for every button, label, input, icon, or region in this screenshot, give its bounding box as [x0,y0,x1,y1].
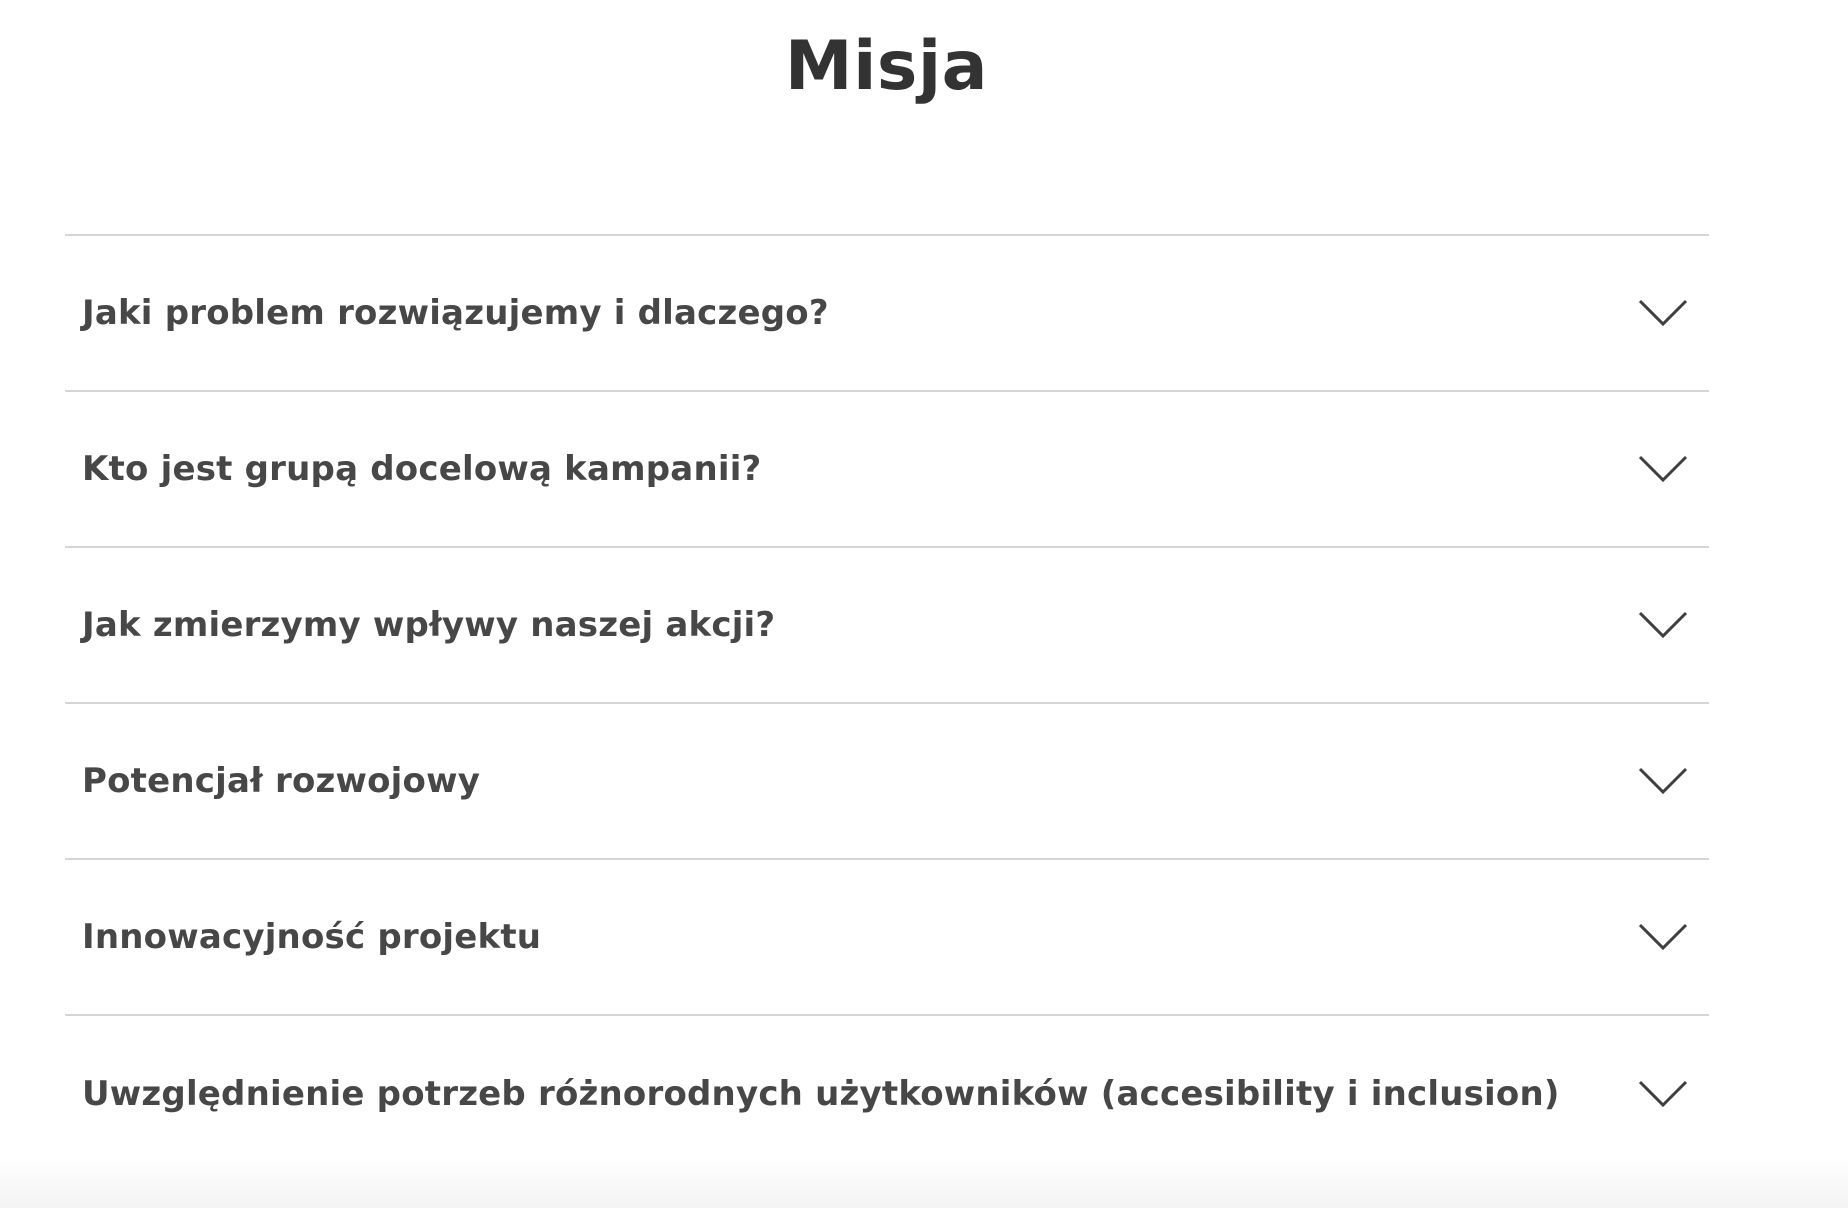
accordion-item-target-group[interactable]: Kto jest grupą docelową kampanii? [65,392,1709,548]
accordion-item-potential[interactable]: Potencjał rozwojowy [65,704,1709,860]
chevron-down-icon[interactable] [1637,920,1689,954]
chevron-down-icon[interactable] [1637,608,1689,642]
accordion-item-problem[interactable]: Jaki problem rozwiązujemy i dlaczego? [65,236,1709,392]
accordion-question: Potencjał rozwojowy [82,761,481,801]
page-title: Misja [784,27,989,106]
faq-accordion: Jaki problem rozwiązujemy i dlaczego? Kt… [65,234,1709,1172]
chevron-down-icon[interactable] [1637,296,1689,330]
accordion-question: Jaki problem rozwiązujemy i dlaczego? [82,293,829,333]
accordion-question: Jak zmierzymy wpływy naszej akcji? [82,605,776,645]
accordion-question: Uwzględnienie potrzeb różnorodnych użytk… [82,1074,1560,1114]
accordion-item-innovation[interactable]: Innowacyjność projektu [65,860,1709,1016]
bottom-fade [0,1158,1848,1208]
accordion-item-accessibility[interactable]: Uwzględnienie potrzeb różnorodnych użytk… [65,1016,1709,1172]
chevron-down-icon[interactable] [1637,452,1689,486]
chevron-down-icon[interactable] [1637,1077,1689,1111]
accordion-item-impact[interactable]: Jak zmierzymy wpływy naszej akcji? [65,548,1709,704]
chevron-down-icon[interactable] [1637,764,1689,798]
accordion-question: Kto jest grupą docelową kampanii? [82,449,762,489]
accordion-question: Innowacyjność projektu [82,917,542,957]
